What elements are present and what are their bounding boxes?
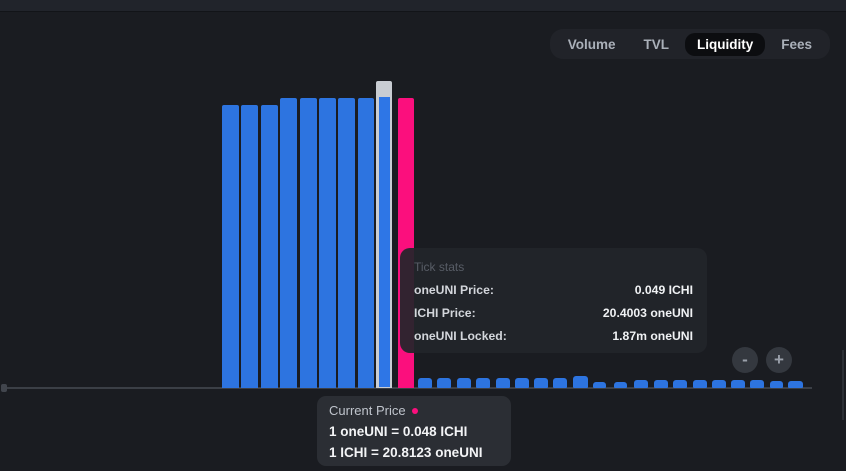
blue-liquidity-bar[interactable] [553, 378, 567, 388]
blue-liquidity-bar[interactable] [338, 98, 355, 388]
current-price-line-2: 1 ICHI = 20.8123 oneUNI [329, 444, 483, 460]
blue-liquidity-bar[interactable] [750, 380, 764, 388]
tick-stats-row: ICHI Price: 20.4003 oneUNI [414, 306, 693, 320]
chart-axis-left-handle[interactable] [1, 384, 7, 392]
current-price-line-1: 1 oneUNI = 0.048 ICHI [329, 424, 468, 439]
oneuni-locked-label: oneUNI Locked: [414, 329, 507, 343]
oneuni-price-label: oneUNI Price: [414, 283, 494, 297]
blue-liquidity-bar[interactable] [593, 382, 606, 388]
blue-liquidity-bar[interactable] [437, 378, 451, 388]
blue-liquidity-bar[interactable] [496, 378, 510, 388]
chart-right-edge-line [842, 350, 844, 420]
blue-liquidity-bar[interactable] [241, 105, 258, 388]
chart-zoom-controls: - + [732, 347, 792, 373]
window-top-strip [0, 0, 846, 12]
ichi-price-value: 20.4003 oneUNI [602, 306, 693, 320]
tick-stats-row: oneUNI Price: 0.049 ICHI [414, 283, 693, 297]
zoom-in-button[interactable]: + [766, 347, 792, 373]
blue-liquidity-bar[interactable] [731, 380, 745, 388]
blue-liquidity-bar[interactable] [693, 380, 707, 388]
oneuni-locked-value: 1.87m oneUNI [612, 329, 693, 343]
current-price-label: Current Price [329, 403, 406, 418]
blue-liquidity-bar[interactable] [280, 98, 297, 388]
blue-liquidity-bar[interactable] [673, 380, 687, 388]
current-price-dot [411, 407, 418, 414]
blue-liquidity-bar[interactable] [573, 376, 588, 388]
active-tick-bar[interactable] [376, 81, 392, 388]
tab-volume[interactable]: Volume [567, 36, 616, 52]
tick-stats-title: Tick stats [414, 260, 465, 274]
blue-liquidity-bar[interactable] [319, 98, 336, 388]
blue-liquidity-bar[interactable] [476, 378, 490, 388]
blue-liquidity-bar[interactable] [457, 378, 471, 388]
tab-tvl[interactable]: TVL [643, 36, 669, 52]
blue-liquidity-bar[interactable] [515, 378, 529, 388]
tick-stats-tooltip: Tick stats oneUNI Price: 0.049 ICHI ICHI… [400, 248, 707, 353]
tab-liquidity[interactable]: Liquidity [684, 32, 766, 56]
tick-stats-row: oneUNI Locked: 1.87m oneUNI [414, 329, 693, 343]
blue-liquidity-bar[interactable] [534, 378, 548, 388]
blue-liquidity-bar[interactable] [261, 105, 278, 388]
blue-liquidity-bar[interactable] [300, 98, 317, 388]
blue-liquidity-bar[interactable] [770, 381, 783, 388]
active-tick-bar-inner [378, 97, 390, 387]
blue-liquidity-bar[interactable] [788, 381, 803, 388]
chart-x-axis-line [3, 387, 812, 389]
blue-liquidity-bar[interactable] [222, 105, 239, 388]
blue-liquidity-bar[interactable] [654, 380, 668, 388]
oneuni-price-value: 0.049 ICHI [634, 283, 693, 297]
zoom-out-button[interactable]: - [732, 347, 758, 373]
chart-metric-tabbar: Volume TVL Liquidity Fees [549, 29, 830, 59]
blue-liquidity-bar[interactable] [358, 98, 374, 388]
blue-liquidity-bar[interactable] [712, 380, 726, 388]
blue-liquidity-bar[interactable] [634, 380, 648, 388]
current-price-tooltip: Current Price 1 oneUNI = 0.048 ICHI 1 IC… [317, 396, 511, 466]
ichi-price-label: ICHI Price: [414, 306, 476, 320]
blue-liquidity-bar[interactable] [418, 378, 432, 388]
current-price-title-row: Current Price [329, 403, 499, 418]
blue-liquidity-bar[interactable] [614, 382, 627, 388]
tab-fees[interactable]: Fees [781, 36, 812, 52]
